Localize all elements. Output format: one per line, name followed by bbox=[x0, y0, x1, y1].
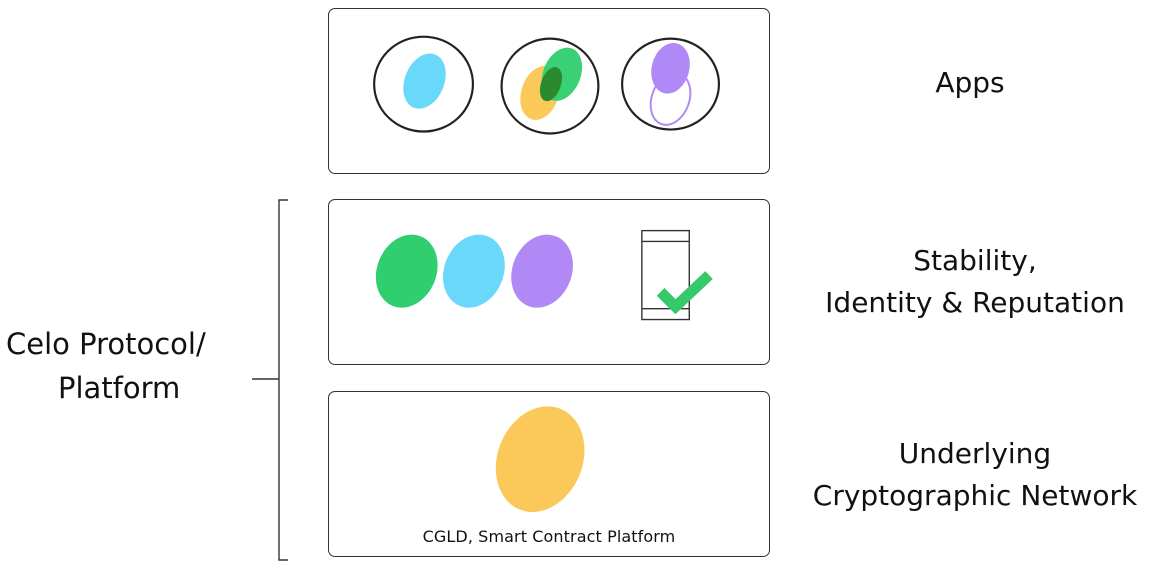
blue-ellipse-icon bbox=[443, 234, 505, 308]
purple-ellipse-icon bbox=[511, 234, 573, 308]
network-label: Underlying Cryptographic Network bbox=[790, 433, 1152, 517]
apps-label: Apps bbox=[880, 62, 1060, 104]
app-circle-outline-icon bbox=[621, 37, 721, 131]
network-label-line1: Underlying bbox=[898, 437, 1052, 470]
green-ellipse-icon bbox=[375, 234, 438, 308]
network-label-line2: Cryptographic Network bbox=[812, 479, 1138, 512]
stability-label-line2: Identity & Reputation bbox=[825, 286, 1125, 319]
purple-ellipse-icon bbox=[651, 42, 690, 94]
platform-bracket bbox=[252, 199, 288, 561]
app-circle-1 bbox=[373, 35, 475, 133]
phone-checkmark-icon bbox=[641, 229, 713, 321]
apps-layer-box bbox=[328, 8, 770, 174]
stability-label-line1: Stability, bbox=[913, 244, 1037, 277]
blue-ellipse-icon bbox=[403, 53, 446, 109]
app-circle-outline-icon bbox=[373, 35, 475, 133]
orange-ellipse-icon bbox=[495, 406, 585, 513]
network-layer-box: CGLD, Smart Contract Platform bbox=[328, 391, 770, 557]
platform-label-line1: Celo Protocol/ bbox=[6, 327, 206, 361]
network-caption: CGLD, Smart Contract Platform bbox=[422, 527, 676, 546]
app-circle-3 bbox=[621, 37, 721, 131]
stability-layer-box bbox=[328, 199, 770, 365]
overlap-region-icon bbox=[539, 67, 563, 102]
app-circle-outline-icon bbox=[500, 37, 600, 135]
stability-illustration bbox=[375, 229, 713, 321]
platform-label: Celo Protocol/ Platform bbox=[6, 322, 226, 410]
purple-outline-ellipse-icon bbox=[649, 72, 692, 126]
apps-label-text: Apps bbox=[935, 66, 1005, 99]
app-circle-2 bbox=[500, 37, 600, 135]
platform-label-line2: Platform bbox=[58, 371, 181, 405]
network-illustration bbox=[495, 406, 585, 513]
apps-illustration bbox=[373, 35, 721, 135]
stability-label: Stability, Identity & Reputation bbox=[800, 240, 1150, 324]
